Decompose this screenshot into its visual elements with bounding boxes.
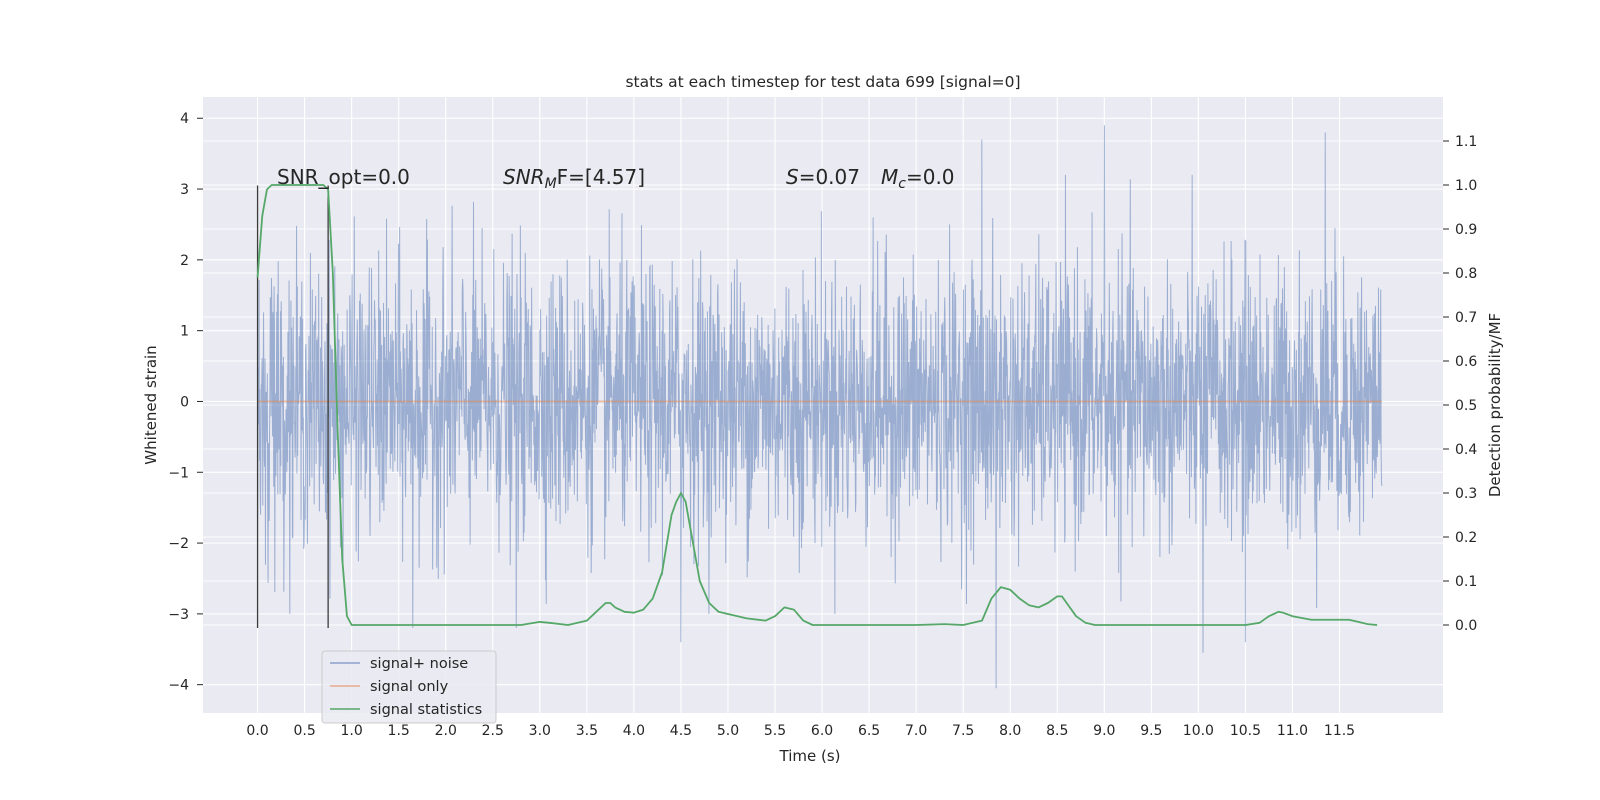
right-y-tick-label: 0.3 bbox=[1455, 486, 1477, 502]
snr-mf-value: F=[4.57] bbox=[557, 165, 645, 189]
right-y-tick-label: 0.9 bbox=[1455, 222, 1477, 238]
s-prefix: S bbox=[786, 165, 799, 189]
signal-statistics-line bbox=[256, 184, 1378, 626]
x-tick-label: 6.0 bbox=[811, 723, 833, 739]
right-y-axis-label: Detection probability/MF bbox=[1486, 313, 1504, 497]
x-tick-label: 4.5 bbox=[670, 723, 692, 739]
x-axis-ticks: 0.0 0.5 1.0 1.5 2.0 2.5 3.0 3.5 4.0 4.5 5.0 5.5 6.0 6… bbox=[246, 723, 1355, 739]
x-tick-label: 0.0 bbox=[246, 723, 268, 739]
legend-box bbox=[321, 650, 497, 724]
x-tick-label: 10.0 bbox=[1183, 723, 1214, 739]
legend-label-signal: signal only bbox=[370, 679, 449, 695]
vertical-markers bbox=[256, 185, 329, 629]
right-y-tick-label: 1.1 bbox=[1455, 134, 1477, 150]
x-tick-label: 7.5 bbox=[952, 723, 974, 739]
s-annotation: S=0.07 bbox=[786, 165, 860, 189]
x-tick-label: 2.0 bbox=[435, 723, 457, 739]
legend: signal+ noise signal only signal statist… bbox=[321, 650, 497, 724]
left-y-axis-ticks: 4 3 2 1 0 −1 −2 −3 −4 bbox=[168, 111, 203, 694]
right-y-tick-label: 0.4 bbox=[1455, 442, 1477, 458]
x-tick-label: 4.0 bbox=[623, 723, 645, 739]
s-value: =0.07 bbox=[799, 165, 860, 189]
legend-label-stats: signal statistics bbox=[370, 702, 482, 718]
right-y-tick-label: 0.8 bbox=[1455, 266, 1477, 282]
mc-subscript: c bbox=[898, 176, 906, 192]
x-tick-label: 9.5 bbox=[1140, 723, 1162, 739]
right-y-tick-label: 0.5 bbox=[1455, 398, 1477, 414]
left-y-tick-label: 2 bbox=[180, 253, 189, 269]
snr-mf-subscript: M bbox=[545, 176, 557, 192]
right-y-tick-label: 1.0 bbox=[1455, 178, 1477, 194]
snr-opt-annotation: SNR_opt=0.0 bbox=[277, 165, 410, 189]
x-tick-label: 5.5 bbox=[764, 723, 786, 739]
x-tick-label: 7.0 bbox=[905, 723, 927, 739]
x-tick-label: 10.5 bbox=[1230, 723, 1261, 739]
x-tick-label: 3.0 bbox=[529, 723, 551, 739]
right-y-tick-label: 0.1 bbox=[1455, 574, 1477, 590]
left-y-tick-label: 0 bbox=[180, 394, 189, 410]
x-tick-label: 11.0 bbox=[1277, 723, 1308, 739]
mc-annotation: Mc=0.0 bbox=[881, 165, 955, 192]
right-y-tick-label: 0.0 bbox=[1455, 618, 1477, 634]
left-y-tick-label: −2 bbox=[168, 536, 189, 552]
x-tick-label: 0.5 bbox=[293, 723, 315, 739]
left-y-tick-label: −1 bbox=[168, 465, 189, 481]
signal-noise-series bbox=[257, 125, 1383, 689]
mc-prefix: M bbox=[881, 165, 898, 189]
left-y-axis-label: Whitened strain bbox=[142, 345, 160, 464]
snr-mf-prefix: SNR bbox=[503, 165, 545, 189]
snr-mf-annotation: SNRMF=[4.57] bbox=[503, 165, 645, 192]
x-tick-label: 8.5 bbox=[1046, 723, 1068, 739]
x-tick-label: 5.0 bbox=[717, 723, 739, 739]
left-y-tick-label: 3 bbox=[180, 182, 189, 198]
right-y-tick-label: 0.7 bbox=[1455, 310, 1477, 326]
x-tick-label: 8.0 bbox=[999, 723, 1021, 739]
left-y-tick-label: −4 bbox=[168, 678, 189, 694]
x-tick-label: 3.5 bbox=[576, 723, 598, 739]
x-axis-label: Time (s) bbox=[779, 747, 841, 765]
legend-label-noise: signal+ noise bbox=[370, 656, 468, 672]
left-y-tick-label: −3 bbox=[168, 607, 189, 623]
signal-statistics-series bbox=[256, 184, 1378, 626]
right-y-tick-label: 0.2 bbox=[1455, 530, 1477, 546]
x-tick-label: 1.5 bbox=[388, 723, 410, 739]
x-tick-label: 9.0 bbox=[1093, 723, 1115, 739]
left-y-tick-label: 4 bbox=[180, 111, 189, 127]
signal-noise-line bbox=[257, 125, 1383, 689]
left-y-tick-label: 1 bbox=[180, 324, 189, 340]
right-y-axis-ticks: 1.1 1.0 0.9 0.8 0.7 0.6 0.5 0.4 0.3 0.2 0.1 0.0 bbox=[1443, 134, 1477, 634]
right-y-tick-label: 0.6 bbox=[1455, 354, 1477, 370]
x-tick-label: 11.5 bbox=[1324, 723, 1355, 739]
x-tick-label: 6.5 bbox=[858, 723, 880, 739]
x-tick-label: 2.5 bbox=[482, 723, 504, 739]
x-tick-label: 1.0 bbox=[341, 723, 363, 739]
chart-title: stats at each timestep for test data 699… bbox=[625, 73, 1020, 91]
mc-value: =0.0 bbox=[906, 165, 955, 189]
